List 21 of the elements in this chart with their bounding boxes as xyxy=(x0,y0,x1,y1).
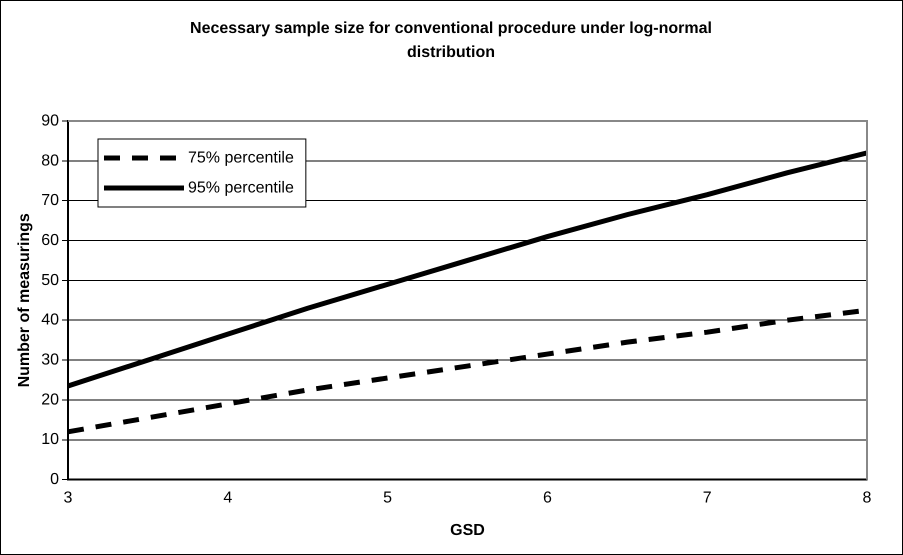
y-tick-label: 10 xyxy=(41,431,60,448)
y-axis-title: Number of measurings xyxy=(16,213,34,388)
x-tick-label: 8 xyxy=(862,490,872,507)
chart-title: Necessary sample size for conventional procedure under log-normal distribution xyxy=(189,19,713,63)
x-tick-label: 7 xyxy=(702,490,712,507)
x-tick-label: 4 xyxy=(223,490,232,507)
x-tick-label: 5 xyxy=(383,490,392,507)
legend-label: 75% percentile xyxy=(188,149,294,166)
x-axis-title: GSD xyxy=(450,522,485,539)
y-tick-label: 30 xyxy=(41,351,60,368)
y-tick-label: 90 xyxy=(41,112,60,130)
y-tick-label: 40 xyxy=(41,312,60,329)
y-tick-label: 20 xyxy=(41,391,60,408)
y-tick-label: 50 xyxy=(41,272,60,289)
y-tick-label: 0 xyxy=(50,471,60,488)
y-tick-label: 70 xyxy=(41,192,60,210)
legend-label: 95% percentile xyxy=(188,179,294,196)
y-tick-label: 60 xyxy=(41,232,60,249)
x-tick-label: 6 xyxy=(542,490,552,507)
x-tick-label: 3 xyxy=(64,490,73,507)
y-tick-label: 80 xyxy=(41,152,60,170)
